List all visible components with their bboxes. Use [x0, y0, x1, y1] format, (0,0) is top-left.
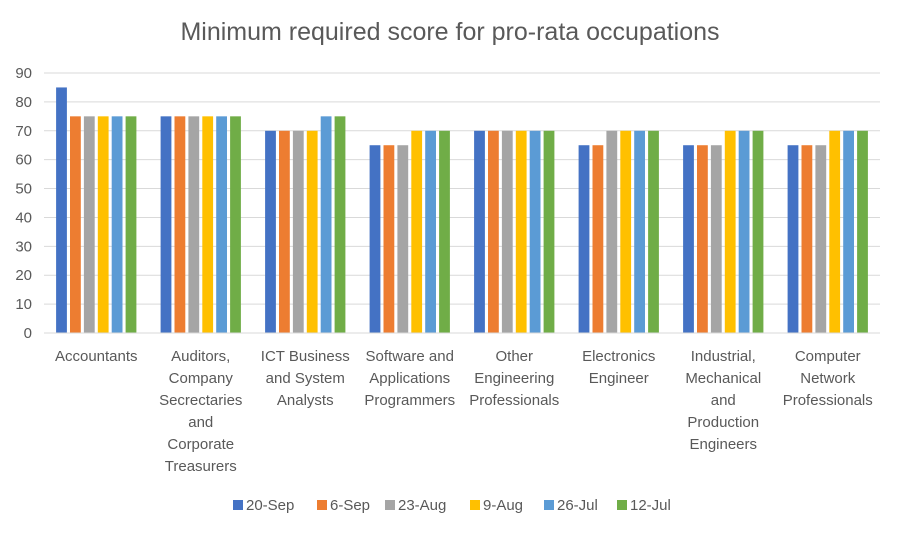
bar [97, 116, 109, 333]
y-tick-label: 40 [15, 209, 32, 226]
bar [787, 145, 799, 333]
bar [829, 130, 841, 333]
bar [111, 116, 123, 333]
bar [578, 145, 590, 333]
bar [83, 116, 95, 333]
legend-swatch [233, 500, 243, 510]
bar [474, 130, 485, 333]
x-category-label: ICT Business and System Analysts [261, 348, 350, 409]
bar [620, 130, 632, 333]
bar [216, 116, 227, 333]
legend-swatch [617, 500, 627, 510]
bar [411, 130, 423, 333]
x-category-label: Other Engineering Professionals [469, 348, 559, 409]
y-tick-label: 70 [15, 123, 32, 140]
x-category-label: Software and Applications Programmers [364, 348, 455, 409]
y-axis-tick-labels: 0 10 20 30 40 50 60 70 80 90 [15, 65, 32, 342]
bar [648, 130, 659, 333]
legend: 20-Sep 6-Sep 23-Aug 9-Aug 26-Jul 12-Jul [233, 497, 671, 514]
bar [383, 145, 395, 333]
bar [683, 145, 694, 333]
bar [188, 116, 200, 333]
y-tick-label: 60 [15, 152, 32, 169]
bar [801, 145, 813, 333]
bar [843, 130, 854, 333]
x-category-label: Accountants [55, 348, 138, 365]
y-tick-label: 50 [15, 181, 32, 198]
legend-label: 12-Jul [630, 497, 671, 514]
chart-title: Minimum required score for pro-rata occu… [180, 18, 719, 46]
bar [738, 130, 750, 333]
bar [369, 145, 381, 333]
y-tick-label: 90 [15, 65, 32, 82]
x-category-label: Computer Network Professionals [783, 348, 873, 409]
bar [125, 116, 137, 333]
legend-swatch [470, 500, 480, 510]
bar [425, 130, 436, 333]
bar [160, 116, 172, 333]
y-tick-label: 20 [15, 267, 32, 284]
y-tick-label: 10 [15, 296, 32, 313]
legend-swatch [317, 500, 327, 510]
bar [56, 87, 67, 333]
bar [634, 130, 645, 333]
bar [697, 145, 708, 333]
bar [815, 145, 827, 333]
bar [320, 116, 332, 333]
x-category-label: Auditors, Company Secrectaries and Corporate… [159, 348, 242, 475]
bar [292, 130, 304, 333]
bar [174, 116, 186, 333]
bar [202, 116, 214, 333]
bar [501, 130, 513, 333]
bar [543, 130, 555, 333]
x-category-label: Electronics Engineer [582, 348, 655, 387]
legend-label: 20-Sep [246, 497, 294, 514]
bar [397, 145, 409, 333]
bar [265, 130, 276, 333]
bar [529, 130, 541, 333]
bar [279, 130, 290, 333]
bar [606, 130, 618, 333]
bar [515, 130, 527, 333]
bars [56, 87, 868, 333]
y-tick-label: 0 [24, 325, 32, 342]
bar [70, 116, 81, 333]
bar [724, 130, 736, 333]
legend-label: 26-Jul [557, 497, 598, 514]
bar [752, 130, 764, 333]
legend-label: 9-Aug [483, 497, 523, 514]
legend-swatch [544, 500, 554, 510]
x-axis-category-labels: Accountants Auditors, Company Secrectaries a… [55, 348, 873, 475]
bar [334, 116, 346, 333]
x-category-label: Industrial, Mechanical and Production Engine… [685, 348, 761, 453]
bar [439, 130, 450, 333]
bar [230, 116, 241, 333]
legend-swatch [385, 500, 395, 510]
bar [306, 130, 318, 333]
bar [857, 130, 868, 333]
bar [488, 130, 499, 333]
bar [592, 145, 604, 333]
bar [710, 145, 722, 333]
legend-label: 6-Sep [330, 497, 370, 514]
legend-label: 23-Aug [398, 497, 446, 514]
y-tick-label: 80 [15, 94, 32, 111]
y-tick-label: 30 [15, 238, 32, 255]
